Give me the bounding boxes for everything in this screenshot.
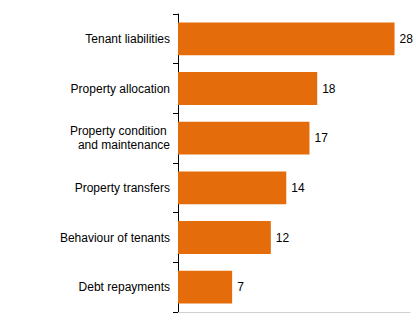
- svg-text:14: 14: [291, 181, 305, 195]
- svg-text:Property transfers: Property transfers: [75, 181, 170, 195]
- svg-text:17: 17: [314, 131, 328, 145]
- svg-text:12: 12: [276, 231, 290, 245]
- svg-text:Debt repayments: Debt repayments: [79, 280, 170, 294]
- svg-text:Tenant liabilities: Tenant liabilities: [85, 32, 170, 46]
- svg-text:Behaviour of tenants: Behaviour of tenants: [60, 231, 170, 245]
- svg-text:18: 18: [322, 82, 336, 96]
- svg-text:28: 28: [400, 32, 414, 46]
- svg-text:Property allocation: Property allocation: [71, 82, 170, 96]
- svg-text:7: 7: [237, 280, 244, 294]
- svg-text:Property condition: Property condition: [70, 124, 170, 138]
- svg-text:and maintenance: and maintenance: [78, 138, 170, 152]
